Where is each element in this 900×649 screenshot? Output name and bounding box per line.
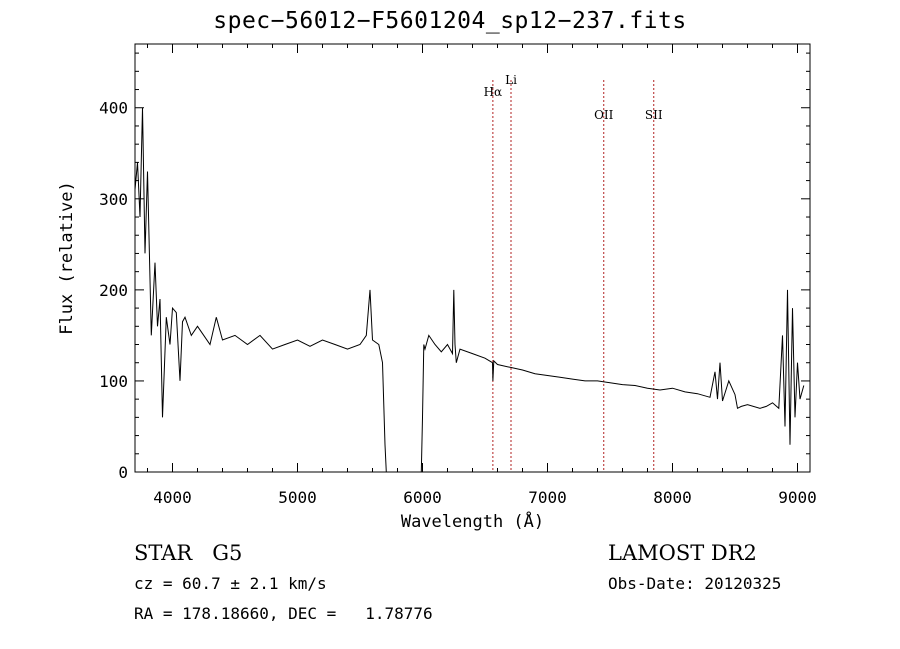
x-tick-label: 9000 — [778, 488, 817, 507]
x-tick-label: 6000 — [403, 488, 442, 507]
chart-title: spec−56012−F5601204_sp12−237.fits — [213, 8, 687, 34]
x-tick-label: 7000 — [528, 488, 567, 507]
y-tick-label: 300 — [99, 190, 128, 209]
redshift-label: cz = 60.7 ± 2.1 km/s — [134, 574, 327, 593]
line-marker-label: SII — [645, 108, 663, 122]
object-class-label: STAR G5 — [134, 541, 243, 565]
line-marker-label: Hα — [484, 85, 503, 99]
y-tick-label: 0 — [118, 463, 128, 482]
x-tick-label: 8000 — [653, 488, 692, 507]
spectrum-line — [134, 107, 805, 473]
survey-label: LAMOST DR2 — [608, 541, 757, 565]
y-tick-label: 400 — [99, 99, 128, 118]
x-tick-label: 5000 — [278, 488, 317, 507]
x-tick-label: 4000 — [153, 488, 192, 507]
y-tick-label: 200 — [99, 281, 128, 300]
y-axis-label: Flux (relative) — [57, 181, 77, 335]
plot-frame — [134, 43, 811, 473]
y-tick-label: 100 — [99, 372, 128, 391]
line-marker-label: OII — [594, 108, 614, 122]
coordinates-label: RA = 178.18660, DEC = 1.78776 — [134, 604, 433, 623]
line-marker-label: Li — [505, 73, 517, 87]
obs-date-label: Obs-Date: 20120325 — [608, 574, 782, 593]
x-axis-label: Wavelength (Å) — [401, 510, 544, 532]
